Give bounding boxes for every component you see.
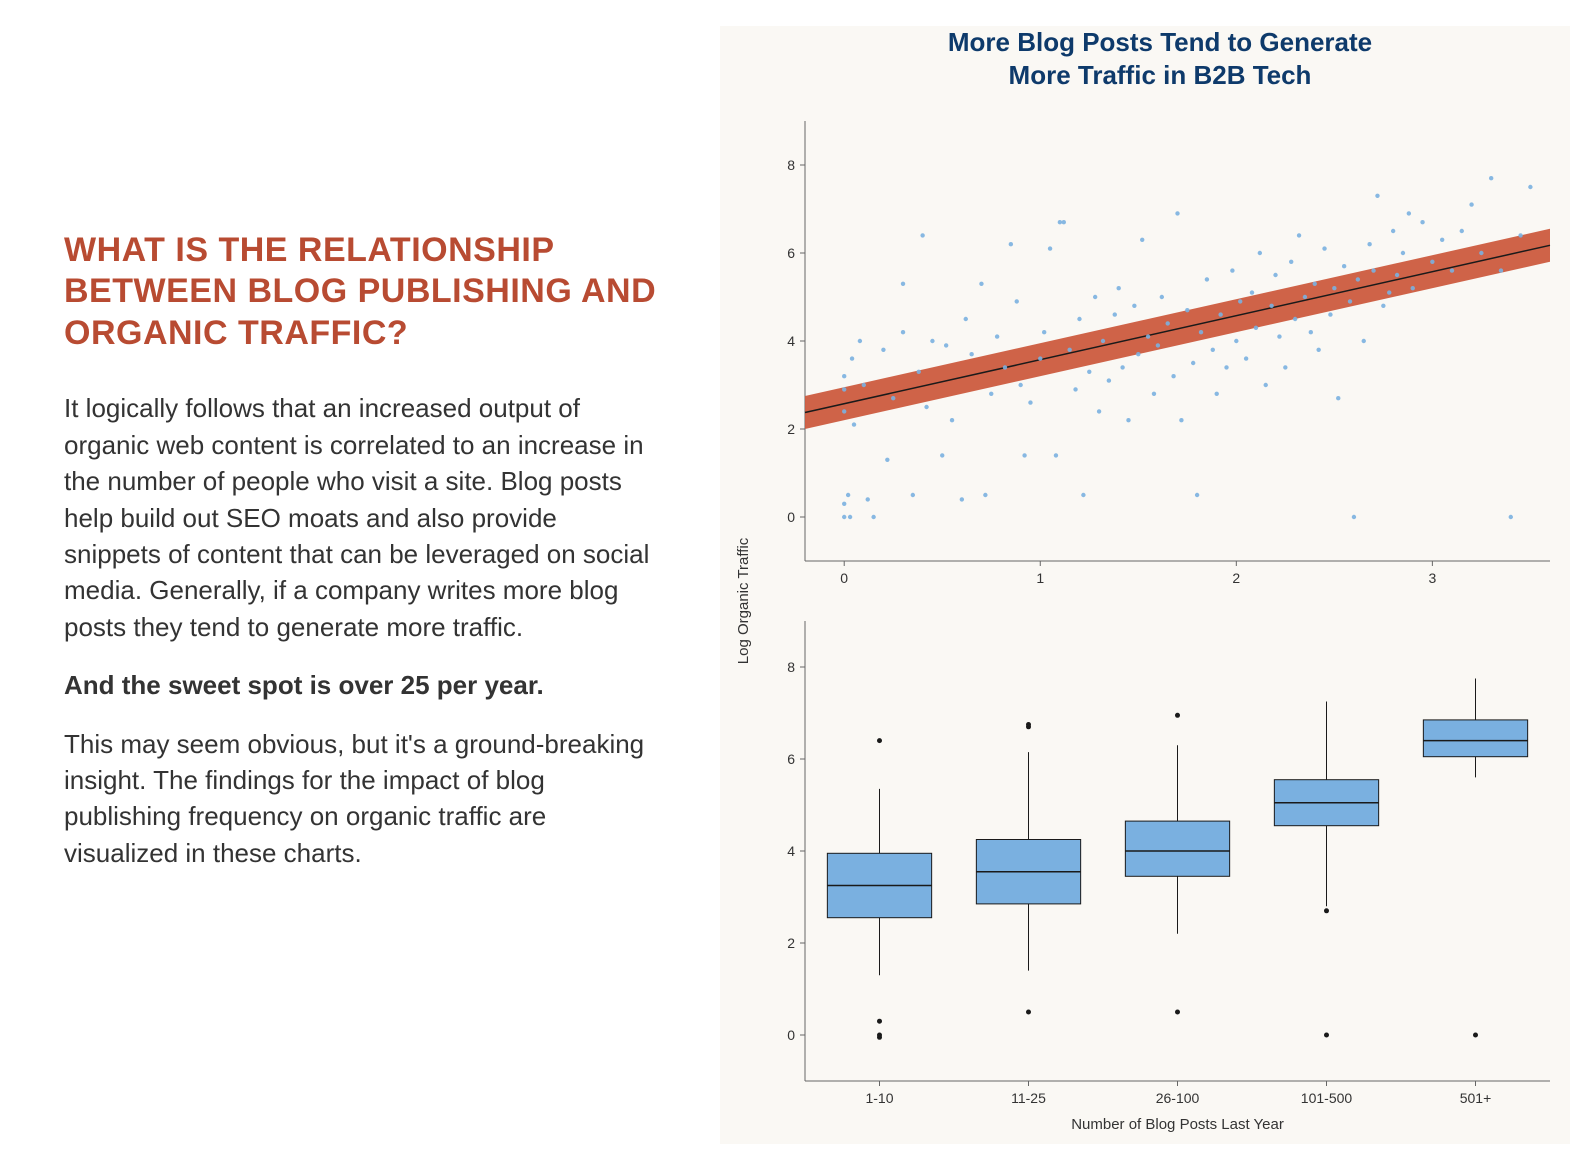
svg-text:1: 1: [1036, 570, 1044, 586]
svg-text:8: 8: [787, 659, 795, 675]
svg-text:0: 0: [787, 1027, 795, 1043]
section-heading: WHAT IS THE RELATIONSHIP BETWEEN BLOG PU…: [64, 230, 660, 354]
svg-text:6: 6: [787, 751, 795, 767]
chart-title-line1: More Blog Posts Tend to Generate: [948, 27, 1372, 57]
body-paragraph-2: And the sweet spot is over 25 per year.: [64, 667, 660, 703]
svg-text:6: 6: [787, 245, 795, 261]
chart-column: More Blog Posts Tend to Generate More Tr…: [720, 0, 1590, 1164]
chart-svg: 0 2 4 6 8 0 1 2 3 0 2 4 6 8 1-10 11-25 26-100 101-500 501+…: [720, 101, 1570, 1151]
svg-text:4: 4: [787, 843, 795, 859]
svg-text:0: 0: [840, 570, 848, 586]
svg-text:2: 2: [1232, 570, 1240, 586]
svg-text:3: 3: [1428, 570, 1436, 586]
svg-text:101-500: 101-500: [1301, 1090, 1353, 1106]
svg-text:11-25: 11-25: [1011, 1090, 1046, 1106]
svg-text:1-10: 1-10: [865, 1090, 893, 1106]
chart-title: More Blog Posts Tend to Generate More Tr…: [720, 26, 1570, 101]
svg-text:2: 2: [787, 935, 795, 951]
svg-text:Number of Blog Posts Last Year: Number of Blog Posts Last Year: [1071, 1116, 1284, 1133]
svg-text:Log Organic Traffic: Log Organic Traffic: [735, 537, 752, 664]
svg-text:4: 4: [787, 333, 795, 349]
chart-panel: More Blog Posts Tend to Generate More Tr…: [720, 26, 1570, 1144]
svg-text:2: 2: [787, 421, 795, 437]
svg-text:0: 0: [787, 509, 795, 525]
body-paragraph-1: It logically follows that an increased o…: [64, 390, 660, 645]
svg-text:501+: 501+: [1460, 1090, 1492, 1106]
text-column: WHAT IS THE RELATIONSHIP BETWEEN BLOG PU…: [0, 0, 720, 1164]
svg-text:8: 8: [787, 157, 795, 173]
chart-title-line2: More Traffic in B2B Tech: [1009, 60, 1312, 90]
svg-text:26-100: 26-100: [1156, 1090, 1200, 1106]
body-paragraph-3: This may seem obvious, but it's a ground…: [64, 726, 660, 872]
